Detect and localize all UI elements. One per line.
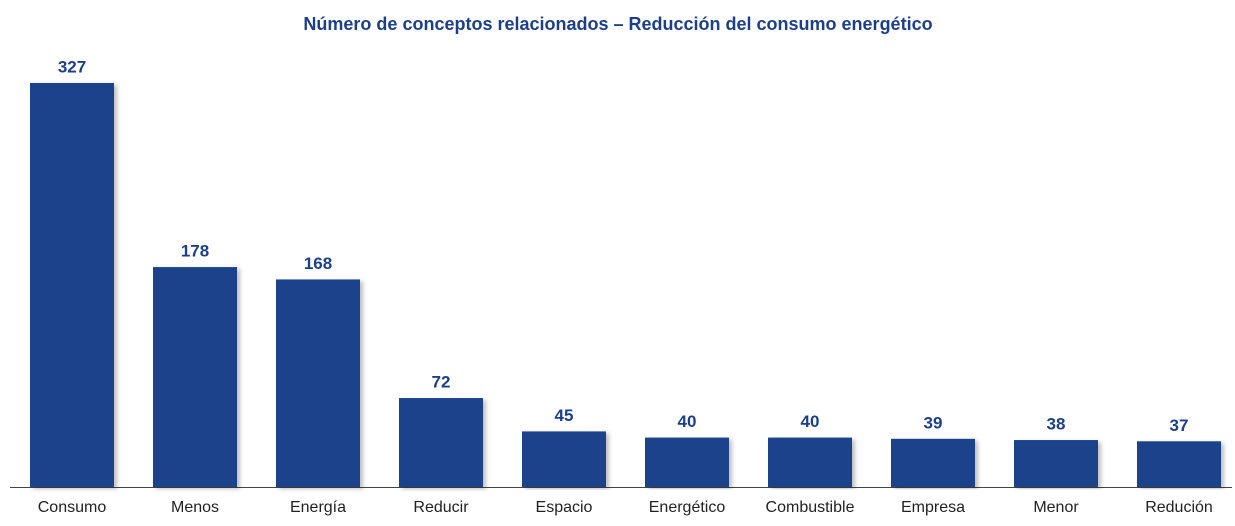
data-label: 45 (555, 406, 574, 425)
x-tick-label: Energía (290, 499, 346, 516)
bar (1014, 440, 1098, 487)
x-tick-label: Energético (649, 499, 726, 516)
bar (645, 437, 729, 487)
x-tick-label: Espacio (536, 499, 593, 516)
data-label: 40 (801, 412, 820, 431)
bar (768, 437, 852, 487)
data-label: 178 (181, 242, 209, 261)
x-tick-label: Consumo (38, 499, 107, 516)
data-label: 37 (1170, 416, 1189, 435)
x-tick-label: Menor (1033, 499, 1079, 516)
x-tick-label: Reducir (413, 499, 469, 516)
bar (1137, 441, 1221, 487)
chart-title: Número de conceptos relacionados – Reduc… (303, 14, 932, 34)
data-label: 38 (1047, 415, 1066, 434)
bar (399, 398, 483, 487)
bar (153, 267, 237, 487)
data-label: 39 (924, 413, 943, 432)
x-tick-label: Empresa (901, 499, 965, 516)
bar (522, 431, 606, 487)
bar (276, 279, 360, 487)
data-label: 72 (432, 373, 451, 392)
data-label: 327 (58, 57, 86, 76)
data-label: 40 (678, 412, 697, 431)
x-tick-label: Menos (171, 499, 219, 516)
bar (30, 83, 114, 487)
x-tick-label: Combustible (766, 499, 855, 516)
bar (891, 438, 975, 487)
data-label: 168 (304, 254, 332, 273)
x-tick-label: Redución (1145, 499, 1213, 516)
